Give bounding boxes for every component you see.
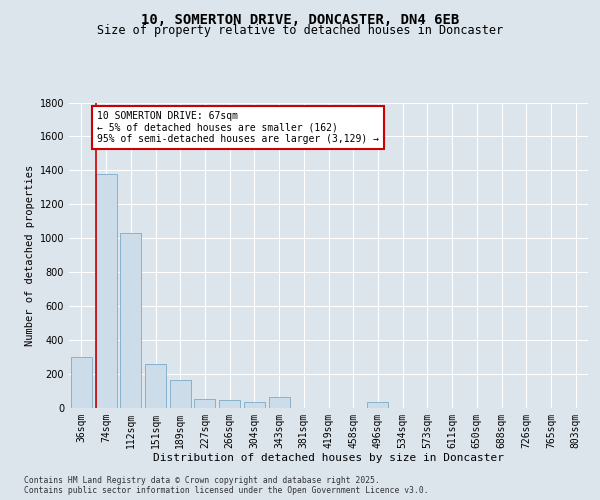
Text: 10 SOMERTON DRIVE: 67sqm
← 5% of detached houses are smaller (162)
95% of semi-d: 10 SOMERTON DRIVE: 67sqm ← 5% of detache…: [97, 111, 379, 144]
Text: Size of property relative to detached houses in Doncaster: Size of property relative to detached ho…: [97, 24, 503, 37]
Bar: [219, 400, 240, 407]
Bar: [170, 380, 191, 407]
Bar: [269, 398, 290, 407]
Bar: [120, 233, 141, 408]
X-axis label: Distribution of detached houses by size in Doncaster: Distribution of detached houses by size …: [153, 453, 504, 463]
Bar: [194, 399, 215, 407]
Y-axis label: Number of detached properties: Number of detached properties: [25, 164, 35, 346]
Bar: [145, 364, 166, 408]
Bar: [244, 402, 265, 407]
Text: 10, SOMERTON DRIVE, DONCASTER, DN4 6EB: 10, SOMERTON DRIVE, DONCASTER, DN4 6EB: [141, 12, 459, 26]
Bar: [95, 174, 116, 408]
Bar: [71, 356, 92, 408]
Bar: [367, 402, 388, 407]
Text: Contains HM Land Registry data © Crown copyright and database right 2025.
Contai: Contains HM Land Registry data © Crown c…: [24, 476, 428, 495]
